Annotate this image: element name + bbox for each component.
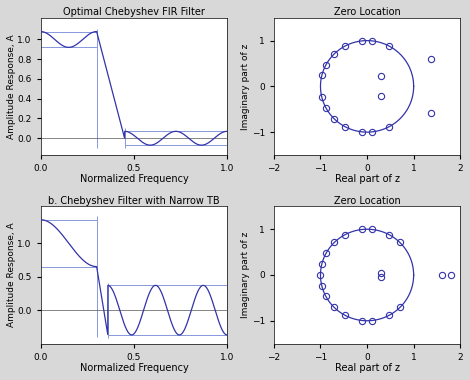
Y-axis label: Amplitude Response, A: Amplitude Response, A <box>7 34 16 139</box>
Title: b. Chebyshev Filter with Narrow TB: b. Chebyshev Filter with Narrow TB <box>48 196 220 206</box>
X-axis label: Real part of z: Real part of z <box>335 174 400 184</box>
Y-axis label: Imaginary part of z: Imaginary part of z <box>241 43 250 130</box>
X-axis label: Real part of z: Real part of z <box>335 363 400 373</box>
Title: Zero Location: Zero Location <box>334 196 400 206</box>
Title: Zero Location: Zero Location <box>334 7 400 17</box>
Title: Optimal Chebyshev FIR Filter: Optimal Chebyshev FIR Filter <box>63 7 205 17</box>
Y-axis label: Imaginary part of z: Imaginary part of z <box>241 232 250 318</box>
X-axis label: Normalized Frequency: Normalized Frequency <box>79 363 188 373</box>
Y-axis label: Amplitude Response, A: Amplitude Response, A <box>7 223 16 327</box>
X-axis label: Normalized Frequency: Normalized Frequency <box>79 174 188 184</box>
